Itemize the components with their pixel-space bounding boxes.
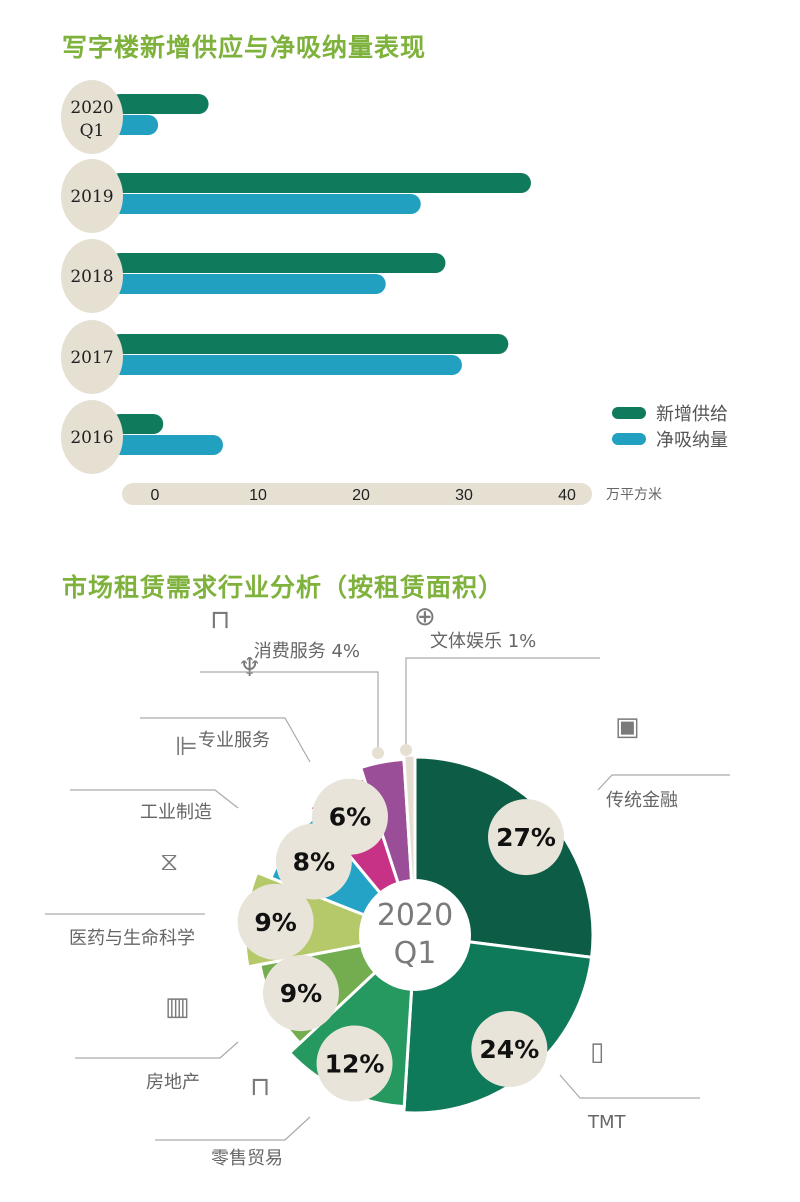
bar-absorption (110, 355, 462, 375)
percent-label: 9% (254, 908, 296, 937)
category-label: 2017 (70, 348, 113, 368)
category-badge (61, 320, 123, 394)
slice-label: 传统金融 (606, 790, 678, 811)
percent-label: 12% (325, 1049, 385, 1078)
percent-label: 24% (479, 1035, 539, 1064)
factory-icon: ⊫ (175, 732, 198, 762)
slice-label: TMT (587, 1112, 627, 1133)
x-tick-label: 0 (151, 487, 160, 504)
percent-badge (488, 799, 565, 876)
category-label: Q1 (80, 121, 105, 141)
pie-chart-title: 市场租赁需求行业分析（按租赁面积） (62, 573, 505, 602)
tablet-icon: ▯ (590, 1037, 604, 1067)
trophy-icon: ♆ (238, 653, 261, 683)
leader-line (70, 789, 239, 809)
legend-label: 净吸纳量 (656, 430, 728, 451)
category-label: 2020 (70, 98, 113, 118)
leader-line (200, 671, 379, 750)
x-tick-label: 30 (455, 487, 473, 504)
percent-label: 6% (329, 803, 371, 832)
slice-label: 消费服务 4% (254, 641, 360, 662)
building-icon: ▥ (165, 992, 190, 1022)
leader-line (405, 657, 600, 748)
leader-line (140, 717, 311, 763)
percent-badge (471, 1011, 548, 1088)
x-tick-label: 40 (558, 487, 576, 504)
slice-label: 专业服务 (198, 730, 270, 751)
shopping-bag-icon: ⊓ (210, 605, 230, 635)
category-label: 2018 (70, 267, 113, 287)
center-label: Q1 (394, 936, 437, 971)
percent-badge (316, 1025, 393, 1102)
slice-label: 文体娱乐 1% (430, 631, 536, 652)
category-label: 2019 (70, 187, 113, 207)
basketball-icon: ⊕ (414, 602, 436, 632)
bar-absorption (110, 435, 223, 455)
x-axis-band (122, 483, 592, 505)
legend-swatch (612, 433, 646, 445)
slice-label: 房地产 (146, 1072, 200, 1093)
bar-absorption (110, 194, 421, 214)
bar-supply (110, 253, 446, 273)
percent-label: 8% (293, 848, 335, 877)
leader-line (155, 1116, 311, 1141)
bar-supply (110, 414, 164, 434)
center-label: 2020 (377, 898, 453, 933)
pie-center-hole (359, 879, 471, 991)
bar-supply (110, 173, 531, 193)
legend-label: 新增供给 (656, 404, 728, 425)
slice-label: 医药与生命科学 (69, 928, 195, 949)
percent-badge (237, 883, 314, 960)
slice-label: 工业制造 (140, 802, 212, 823)
category-badge (61, 80, 123, 154)
x-axis-unit: 万平方米 (606, 487, 662, 503)
category-badge (61, 239, 123, 313)
bar-chart-title: 写字楼新增供应与净吸纳量表现 (62, 33, 427, 62)
dna-icon: ⧖ (160, 847, 178, 877)
percent-badge (262, 955, 339, 1032)
x-tick-label: 10 (249, 487, 267, 504)
shopping-bag-icon: ⊓ (250, 1072, 270, 1102)
percent-label: 9% (280, 979, 322, 1008)
legend-swatch (612, 407, 646, 419)
percent-label: 27% (496, 823, 556, 852)
bar-supply (110, 334, 509, 354)
slice-label: 零售贸易 (211, 1148, 283, 1169)
leader-line (559, 1074, 700, 1099)
category-badge (61, 159, 123, 233)
percent-badge (311, 778, 388, 855)
leader-dot (400, 744, 412, 756)
bar-absorption (110, 274, 386, 294)
bar-supply (110, 94, 209, 114)
leader-line (597, 774, 730, 791)
x-tick-label: 20 (352, 487, 370, 504)
leader-dot (372, 747, 384, 759)
bar-chart: 0 10 20 30 40 万平方米 2020 Q1 2019 2018 2017 2016 新增供给净… (61, 80, 728, 505)
leader-line (75, 1041, 239, 1059)
safe-icon: ▣ (615, 712, 640, 742)
category-label: 2016 (70, 428, 113, 448)
category-badge (61, 400, 123, 474)
